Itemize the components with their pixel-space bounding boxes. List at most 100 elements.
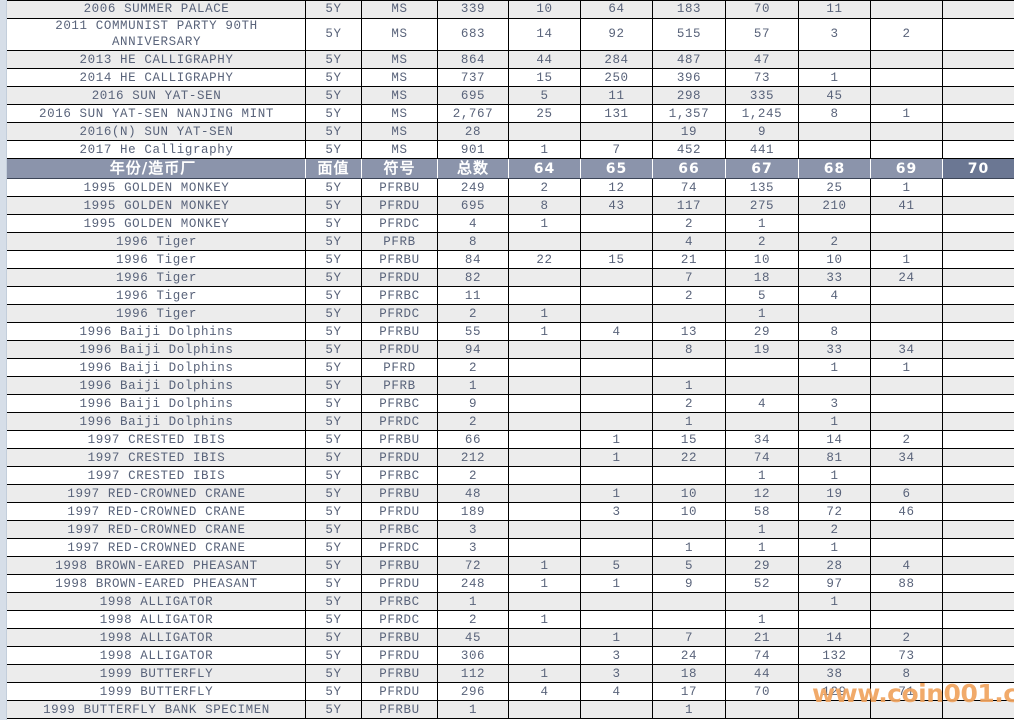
- cell-denomination: 5Y: [305, 0, 362, 19]
- cell-grade-70: [942, 340, 1014, 360]
- cell-grade-65: 15: [580, 250, 653, 270]
- cell-grade-68: 1: [798, 68, 871, 88]
- cell-denomination: 5Y: [305, 412, 362, 432]
- header-grade-64[interactable]: 64: [508, 158, 581, 180]
- cell-grade-64: 8: [508, 196, 581, 216]
- cell-grade-69: 34: [870, 340, 943, 360]
- header-grade-65[interactable]: 65: [580, 158, 653, 180]
- cell-grade-67: 29: [725, 322, 799, 342]
- cell-denomination: 5Y: [305, 17, 362, 52]
- cell-year-mint: 1998 BROWN-EARED PHEASANT: [0, 556, 306, 576]
- cell-year-mint: 2011 COMMUNIST PARTY 90TH ANNIVERSARY: [0, 17, 306, 52]
- cell-grade-64: [508, 232, 581, 252]
- cell-year-mint: 1995 GOLDEN MONKEY: [0, 178, 306, 198]
- header-grade-70[interactable]: 70: [942, 158, 1014, 180]
- cell-grade-64: 2: [508, 178, 581, 198]
- table-row: 1996 Baiji Dolphins 5Y PFRDC 2 1 1: [0, 412, 1014, 432]
- cell-grade-68: [798, 700, 871, 720]
- cell-total: 296: [437, 682, 509, 702]
- cell-grade-67: 275: [725, 196, 799, 216]
- cell-grade-65: 3: [580, 502, 653, 522]
- cell-year-mint: 2013 HE CALLIGRAPHY: [0, 50, 306, 70]
- cell-grade-69: 4: [870, 556, 943, 576]
- header-symbol[interactable]: 符号: [361, 158, 438, 180]
- cell-symbol: MS: [361, 86, 438, 106]
- cell-grade-70: [942, 502, 1014, 522]
- cell-grade-65: [580, 466, 653, 486]
- cell-grade-66: 13: [652, 322, 726, 342]
- cell-grade-66: 183: [652, 0, 726, 19]
- cell-grade-66: [652, 304, 726, 324]
- cell-total: 3: [437, 538, 509, 558]
- cell-year-mint: 1996 Baiji Dolphins: [0, 340, 306, 360]
- header-year-mint[interactable]: 年份/造币厂: [0, 158, 306, 180]
- cell-grade-70: [942, 592, 1014, 612]
- cell-symbol: PFRBU: [361, 556, 438, 576]
- cell-total: 11: [437, 286, 509, 306]
- cell-total: 9: [437, 394, 509, 414]
- cell-grade-70: [942, 394, 1014, 414]
- cell-symbol: PFRDU: [361, 196, 438, 216]
- table-row: 1995 GOLDEN MONKEY 5Y PFRDC 4 1 2 1: [0, 214, 1014, 234]
- cell-total: 695: [437, 196, 509, 216]
- cell-grade-64: [508, 538, 581, 558]
- cell-grade-65: 1: [580, 628, 653, 648]
- cell-grade-66: [652, 610, 726, 630]
- cell-grade-65: [580, 394, 653, 414]
- header-grade-67[interactable]: 67: [725, 158, 799, 180]
- cell-denomination: 5Y: [305, 322, 362, 342]
- cell-symbol: PFRBU: [361, 430, 438, 450]
- cell-grade-68: 1: [798, 412, 871, 432]
- header-grade-68[interactable]: 68: [798, 158, 871, 180]
- cell-grade-69: [870, 376, 943, 396]
- header-total[interactable]: 总数: [437, 158, 509, 180]
- cell-total: 84: [437, 250, 509, 270]
- cell-denomination: 5Y: [305, 484, 362, 504]
- cell-symbol: PFRDC: [361, 538, 438, 558]
- cell-grade-69: 41: [870, 196, 943, 216]
- cell-grade-68: 1: [798, 466, 871, 486]
- cell-grade-70: [942, 520, 1014, 540]
- cell-year-mint: 1996 Baiji Dolphins: [0, 322, 306, 342]
- table-row: 1997 CRESTED IBIS 5Y PFRBU 66 1 15 34 14 2: [0, 430, 1014, 450]
- cell-grade-70: [942, 232, 1014, 252]
- cell-grade-70: [942, 250, 1014, 270]
- table-row: 1996 Baiji Dolphins 5Y PFRBU 55 1 4 13 29 8: [0, 322, 1014, 342]
- cell-grade-69: [870, 304, 943, 324]
- table-row: 2016 SUN YAT-SEN 5Y MS 695 5 11 298 335 45: [0, 86, 1014, 106]
- cell-grade-67: 58: [725, 502, 799, 522]
- cell-year-mint: 1996 Baiji Dolphins: [0, 394, 306, 414]
- cell-grade-67: 1: [725, 214, 799, 234]
- cell-grade-65: 5: [580, 556, 653, 576]
- cell-denomination: 5Y: [305, 682, 362, 702]
- header-grade-66[interactable]: 66: [652, 158, 726, 180]
- cell-grade-68: [798, 610, 871, 630]
- cell-grade-69: [870, 214, 943, 234]
- cell-grade-65: [580, 304, 653, 324]
- header-grade-69[interactable]: 69: [870, 158, 943, 180]
- cell-grade-69: [870, 232, 943, 252]
- cell-grade-66: 5: [652, 556, 726, 576]
- cell-denomination: 5Y: [305, 214, 362, 234]
- cell-grade-64: [508, 484, 581, 504]
- table-row: 2016 SUN YAT-SEN NANJING MINT 5Y MS 2,767 25…: [0, 104, 1014, 124]
- cell-grade-70: [942, 376, 1014, 396]
- cell-grade-67: 1,245: [725, 104, 799, 124]
- cell-grade-64: [508, 430, 581, 450]
- table-row: 1998 BROWN-EARED PHEASANT 5Y PFRDU 248 1 1 9 52…: [0, 574, 1014, 594]
- cell-grade-65: 92: [580, 17, 653, 52]
- cell-grade-68: 33: [798, 340, 871, 360]
- cell-grade-69: 6: [870, 484, 943, 504]
- cell-symbol: PFRDU: [361, 682, 438, 702]
- cell-year-mint: 1998 ALLIGATOR: [0, 628, 306, 648]
- header-denomination[interactable]: 面值: [305, 158, 362, 180]
- cell-grade-64: 4: [508, 682, 581, 702]
- cell-grade-65: [580, 520, 653, 540]
- cell-symbol: PFRDU: [361, 340, 438, 360]
- table-row: 1996 Tiger 5Y PFRBC 11 2 5 4: [0, 286, 1014, 306]
- cell-year-mint: 2006 SUMMER PALACE: [0, 0, 306, 19]
- cell-grade-68: 33: [798, 268, 871, 288]
- cell-year-mint: 1996 Baiji Dolphins: [0, 376, 306, 396]
- cell-grade-68: 4: [798, 286, 871, 306]
